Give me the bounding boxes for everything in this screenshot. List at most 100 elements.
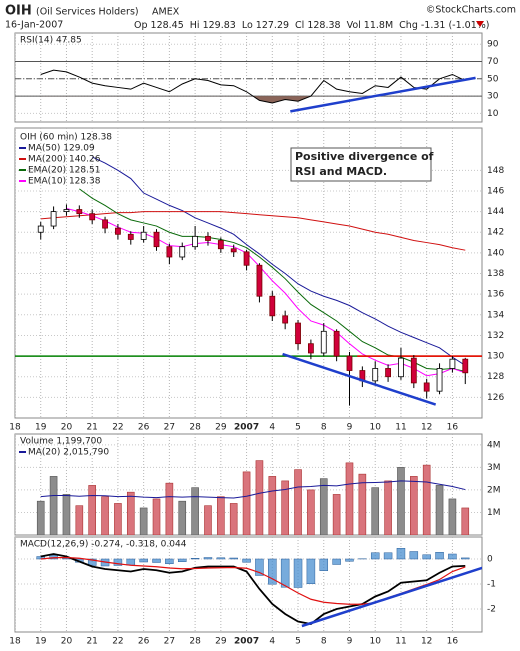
candle-body: [307, 343, 314, 354]
candle-body: [243, 251, 250, 266]
x-tick-label: 8: [321, 637, 327, 647]
volume-bar: [204, 505, 212, 535]
candle-body: [230, 248, 237, 253]
stat-open: Op 128.45: [134, 20, 184, 31]
candle-body: [320, 330, 327, 354]
x-tick-label: 9: [347, 423, 353, 433]
x-tick-label: 4: [269, 423, 275, 433]
x-tick-label: 21: [86, 423, 97, 433]
y-tick-label: 148: [487, 166, 504, 176]
x-tick-label: 2007: [234, 637, 259, 647]
legend-entry: MA(200) 140.26: [28, 155, 101, 165]
candle-body: [398, 357, 404, 378]
histogram-bar: [319, 558, 329, 571]
stat-volume: Vol 11.8M: [347, 20, 394, 31]
histogram-bar: [280, 558, 290, 588]
volume-bar: [36, 500, 45, 535]
x-tick-label: 8: [321, 423, 327, 433]
volume-bar: [268, 476, 277, 535]
legend-entry: MA(20) 2,015,790: [28, 448, 109, 458]
candle-body: [269, 295, 276, 317]
histogram-bar: [422, 554, 431, 560]
panel-title: RSI(14) 47.85: [20, 36, 82, 46]
y-tick-label: 70: [487, 57, 499, 67]
candle-body: [462, 358, 469, 374]
volume-bar: [448, 498, 457, 535]
volume-bar: [307, 489, 315, 535]
legend-entry: MA(50) 129.09: [28, 144, 95, 154]
candle-body: [102, 219, 108, 229]
candle-body: [449, 358, 456, 369]
histogram-bar: [113, 558, 123, 566]
volume-bar: [461, 507, 470, 535]
histogram-bar: [242, 558, 251, 563]
volume-bar: [384, 480, 392, 535]
histogram-bar: [165, 558, 174, 564]
volume-ma-line: [40, 480, 466, 499]
volume-bar: [255, 460, 264, 535]
y-tick-label: 1M: [487, 508, 501, 518]
y-tick-label: 90: [487, 40, 499, 50]
x-tick-label: 11: [395, 423, 406, 433]
y-tick-label: -2: [487, 605, 496, 615]
x-tick-label: 10: [369, 423, 381, 433]
x-tick-label: 26: [138, 637, 150, 647]
y-tick-label: 126: [487, 393, 504, 403]
y-tick-label: 136: [487, 290, 504, 300]
candle-body: [179, 246, 186, 258]
volume-bar: [191, 487, 199, 535]
volume-bar: [345, 462, 354, 535]
x-tick-label: 19: [35, 423, 47, 433]
x-tick-label: 20: [61, 637, 73, 647]
y-tick-label: 2M: [487, 485, 501, 495]
x-tick-label: 18: [9, 637, 21, 647]
x-tick-label: 19: [35, 637, 47, 647]
x-tick-label: 27: [164, 637, 175, 647]
y-tick-label: 138: [487, 269, 504, 279]
histogram-bar: [126, 558, 136, 566]
candle-body: [153, 231, 160, 248]
candle-body: [423, 382, 430, 392]
y-tick-label: 3M: [487, 463, 501, 473]
volume-bar: [319, 478, 328, 535]
candle-body: [37, 225, 44, 233]
histogram-bar: [190, 558, 200, 560]
macd-line: [40, 553, 466, 625]
y-tick-label: 140: [487, 248, 504, 258]
volume-bar: [229, 503, 238, 535]
stat-low: Lo 127.29: [242, 20, 289, 31]
panel: [15, 537, 482, 632]
annotation-box: [290, 147, 432, 182]
y-tick-label: 30: [487, 92, 499, 102]
annotation-text: RSI and MACD.: [295, 165, 387, 178]
candle-body: [372, 368, 379, 382]
candle-body: [192, 235, 199, 248]
x-tick-label: 18: [9, 423, 21, 433]
histogram-bar: [461, 557, 470, 560]
volume-bar: [397, 467, 405, 535]
volume-bar: [88, 485, 96, 535]
x-tick-label: 5: [295, 423, 301, 433]
down-arrow-icon: [476, 21, 484, 27]
x-tick-label: 10: [369, 637, 381, 647]
y-tick-label: -1: [487, 580, 496, 590]
volume-bar: [114, 503, 122, 535]
histogram-bar: [216, 557, 226, 560]
candle-body: [410, 357, 417, 384]
y-tick-label: 0: [487, 555, 493, 565]
histogram-bar: [306, 558, 316, 584]
x-tick-label: 20: [61, 423, 73, 433]
candle-body: [63, 209, 70, 212]
x-tick-label: 29: [215, 423, 227, 433]
panel: [15, 33, 482, 122]
candle-body: [76, 209, 83, 215]
histogram-bar: [229, 557, 238, 560]
trend-line: [301, 566, 482, 628]
moving-average-line: [91, 156, 466, 366]
x-tick-label: 21: [86, 637, 97, 647]
candle-body: [436, 368, 443, 392]
x-tick-label: 11: [395, 637, 406, 647]
stat-high: Hi 129.83: [190, 20, 236, 31]
candle-body: [166, 246, 173, 258]
